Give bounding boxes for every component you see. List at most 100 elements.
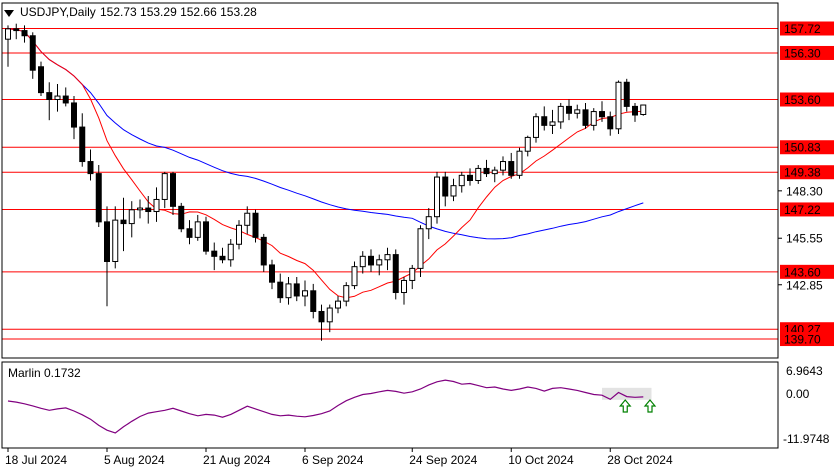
- candle[interactable]: [310, 283, 317, 319]
- candle[interactable]: [409, 264, 416, 290]
- chart-menu-triangle-icon[interactable]: [4, 10, 14, 17]
- candle[interactable]: [524, 135, 531, 157]
- candle[interactable]: [450, 178, 457, 202]
- candle[interactable]: [71, 96, 77, 140]
- candle[interactable]: [491, 166, 498, 183]
- candle-body: [211, 250, 218, 257]
- candle[interactable]: [549, 109, 556, 134]
- candle[interactable]: [112, 206, 119, 269]
- candle-body: [186, 228, 193, 238]
- candle-body: [219, 255, 226, 261]
- candle[interactable]: [236, 220, 242, 250]
- candle[interactable]: [170, 171, 176, 215]
- candle-body: [5, 28, 11, 40]
- candle[interactable]: [153, 187, 160, 222]
- candle[interactable]: [318, 304, 325, 341]
- candle[interactable]: [483, 159, 490, 178]
- candle[interactable]: [29, 32, 36, 79]
- candle[interactable]: [145, 196, 152, 224]
- marlin-signal-box: [602, 387, 652, 400]
- candle[interactable]: [574, 104, 581, 119]
- candle[interactable]: [302, 280, 308, 307]
- candle[interactable]: [351, 261, 358, 290]
- candle[interactable]: [203, 216, 209, 255]
- candle[interactable]: [285, 277, 292, 305]
- candle[interactable]: [293, 277, 300, 302]
- price-panel[interactable]: [2, 23, 778, 341]
- candle[interactable]: [590, 108, 597, 131]
- candle[interactable]: [95, 164, 102, 228]
- candle-body: [120, 219, 127, 225]
- candle-body: [417, 228, 424, 269]
- candle[interactable]: [79, 113, 86, 167]
- candle[interactable]: [566, 99, 572, 121]
- candle[interactable]: [458, 171, 465, 193]
- candle[interactable]: [186, 220, 193, 245]
- candle[interactable]: [368, 249, 374, 272]
- candle[interactable]: [434, 171, 440, 224]
- candle-body: [351, 266, 358, 287]
- candle[interactable]: [541, 106, 548, 131]
- candle[interactable]: [326, 304, 333, 333]
- candle[interactable]: [38, 61, 44, 97]
- candle[interactable]: [227, 239, 234, 267]
- candle[interactable]: [21, 25, 28, 43]
- candle[interactable]: [87, 149, 94, 181]
- candle[interactable]: [417, 225, 424, 278]
- candle[interactable]: [640, 104, 647, 116]
- candle[interactable]: [343, 282, 350, 307]
- candle[interactable]: [516, 147, 523, 179]
- candle-body: [640, 104, 647, 115]
- candle[interactable]: [632, 102, 638, 122]
- candle[interactable]: [62, 87, 69, 107]
- candle[interactable]: [219, 247, 226, 264]
- level-price-label: 157.72: [784, 22, 821, 36]
- candle[interactable]: [392, 249, 399, 300]
- candle[interactable]: [508, 152, 515, 179]
- candle[interactable]: [533, 113, 539, 143]
- candle[interactable]: [335, 295, 341, 314]
- level-price-tag: [780, 140, 834, 155]
- candle[interactable]: [384, 247, 391, 271]
- candle[interactable]: [599, 101, 605, 122]
- candle[interactable]: [46, 82, 53, 121]
- candle[interactable]: [425, 208, 432, 240]
- candle[interactable]: [178, 202, 185, 233]
- candle[interactable]: [252, 209, 259, 243]
- candle[interactable]: [120, 197, 127, 252]
- candle[interactable]: [104, 206, 110, 307]
- candle-body: [557, 105, 564, 123]
- chart-header-ohlc: 152.73 153.29 152.66 153.28: [100, 5, 257, 19]
- candle[interactable]: [376, 254, 383, 276]
- candle[interactable]: [615, 80, 622, 134]
- candle[interactable]: [260, 233, 267, 272]
- candle-body: [615, 81, 622, 130]
- candle[interactable]: [137, 199, 143, 219]
- candle[interactable]: [582, 102, 589, 129]
- candle[interactable]: [161, 171, 168, 209]
- marlin-line[interactable]: [7, 379, 644, 434]
- candle[interactable]: [13, 23, 20, 40]
- candle[interactable]: [401, 277, 407, 305]
- candle[interactable]: [467, 168, 473, 186]
- candle[interactable]: [211, 242, 218, 271]
- candle[interactable]: [359, 251, 366, 274]
- candle[interactable]: [557, 102, 564, 129]
- candle[interactable]: [244, 206, 251, 234]
- candle[interactable]: [475, 164, 482, 184]
- candle-body: [310, 290, 317, 312]
- candle[interactable]: [54, 83, 61, 112]
- candle[interactable]: [277, 273, 284, 303]
- candle[interactable]: [500, 156, 506, 176]
- candle[interactable]: [623, 78, 630, 112]
- candle-body: [71, 102, 77, 128]
- candle[interactable]: [128, 201, 135, 238]
- candle[interactable]: [5, 25, 11, 67]
- level-price-label: 153.60: [784, 93, 821, 107]
- candle[interactable]: [442, 171, 449, 207]
- candle[interactable]: [194, 214, 201, 241]
- candle[interactable]: [607, 111, 614, 136]
- indicator-panel[interactable]: [7, 379, 657, 434]
- candle[interactable]: [269, 259, 275, 290]
